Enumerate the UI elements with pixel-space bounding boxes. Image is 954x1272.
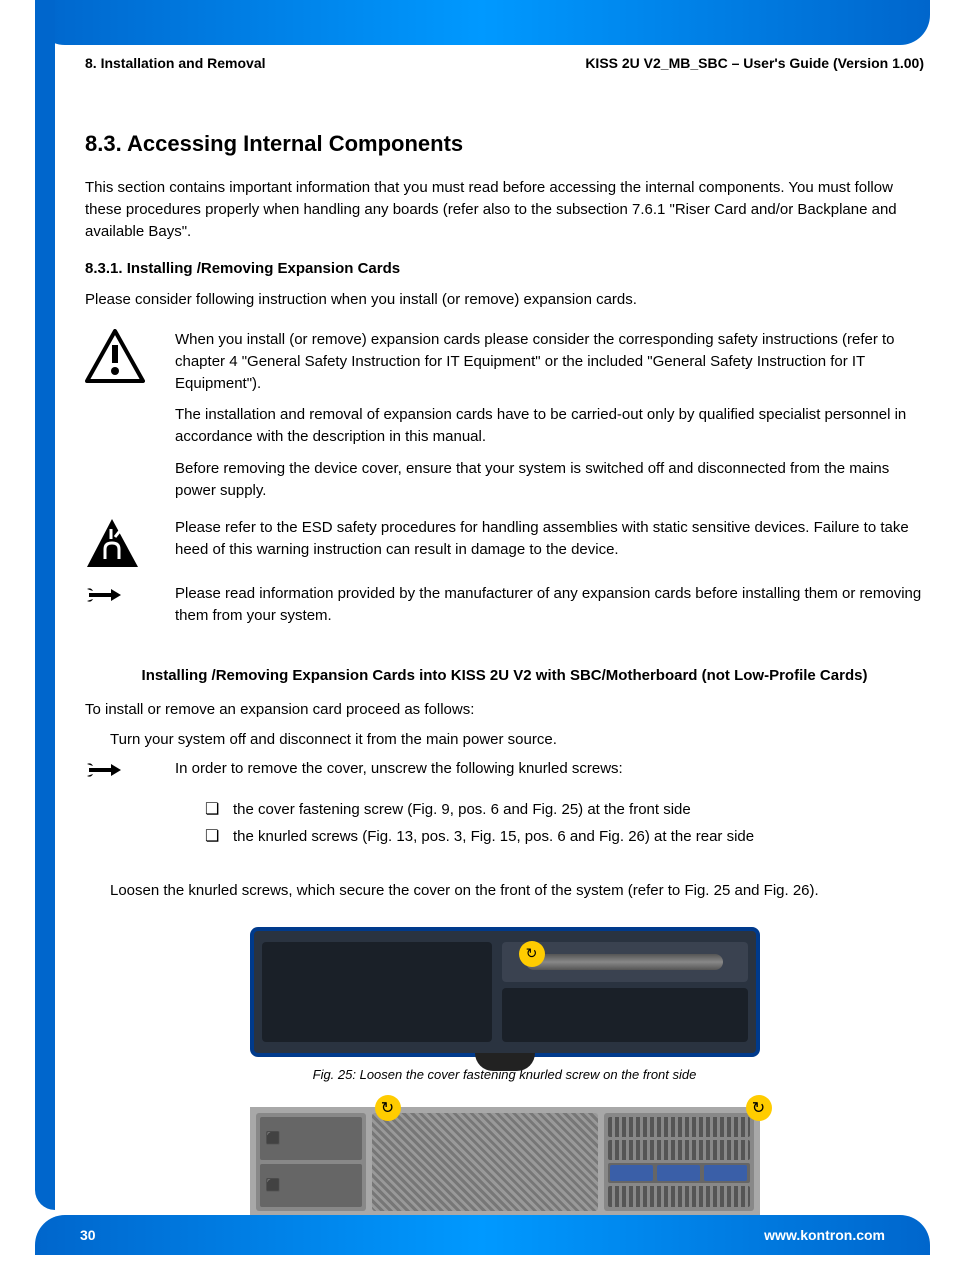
esd-icon: [85, 517, 140, 572]
page-content: 8. Installation and Removal KISS 2U V2_M…: [85, 0, 924, 1242]
note2-text: In order to remove the cover, unscrew th…: [175, 758, 924, 780]
checklist-item-2: the knurled screws (Fig. 13, pos. 3, Fig…: [205, 823, 924, 850]
screw-arrow-icon: ↻: [375, 1095, 401, 1121]
header-left: 8. Installation and Removal: [85, 55, 266, 71]
screw-arrow-icon: ↻: [746, 1095, 772, 1121]
checklist: the cover fastening screw (Fig. 9, pos. …: [205, 796, 924, 850]
procedure-title: Installing /Removing Expansion Cards int…: [85, 667, 924, 684]
esd-block: Please refer to the ESD safety procedure…: [85, 517, 924, 577]
step-1: Turn your system off and disconnect it f…: [110, 729, 924, 751]
subsection-title: 8.3.1. Installing /Removing Expansion Ca…: [85, 260, 924, 277]
esd-p1: Please refer to the ESD safety procedure…: [175, 517, 924, 561]
warn-p2: The installation and removal of expansio…: [175, 404, 924, 448]
running-header: 8. Installation and Removal KISS 2U V2_M…: [85, 55, 924, 71]
hand-point-icon: [85, 583, 125, 608]
warn-p1: When you install (or remove) expansion c…: [175, 329, 924, 394]
step-2: Loosen the knurled screws, which secure …: [110, 880, 924, 902]
section-intro: This section contains important informat…: [85, 177, 924, 242]
footer-band: 30 www.kontron.com: [35, 1215, 930, 1255]
footer-url: www.kontron.com: [764, 1227, 885, 1243]
section-title: 8.3. Accessing Internal Components: [85, 131, 924, 157]
page-number: 30: [80, 1227, 96, 1243]
figure-25: ↻ Fig. 25: Loosen the cover fastening kn…: [85, 927, 924, 1082]
warn-p3: Before removing the device cover, ensure…: [175, 458, 924, 502]
warning-icon: [85, 329, 145, 384]
checklist-item-1: the cover fastening screw (Fig. 9, pos. …: [205, 796, 924, 823]
note2-block: In order to remove the cover, unscrew th…: [85, 758, 924, 790]
note1-block: Please read information provided by the …: [85, 583, 924, 637]
procedure-lead: To install or remove an expansion card p…: [85, 699, 924, 721]
hand-point-icon: [85, 758, 125, 783]
header-right: KISS 2U V2_MB_SBC – User's Guide (Versio…: [585, 55, 924, 71]
note1-p1: Please read information provided by the …: [175, 583, 924, 627]
subsection-lead: Please consider following instruction wh…: [85, 289, 924, 311]
side-band: [35, 0, 55, 1210]
device-rear-illustration: ↻ ↻: [250, 1107, 760, 1217]
warning-block: When you install (or remove) expansion c…: [85, 329, 924, 511]
screw-arrow-icon: ↻: [519, 941, 545, 967]
device-front-illustration: ↻: [250, 927, 760, 1057]
